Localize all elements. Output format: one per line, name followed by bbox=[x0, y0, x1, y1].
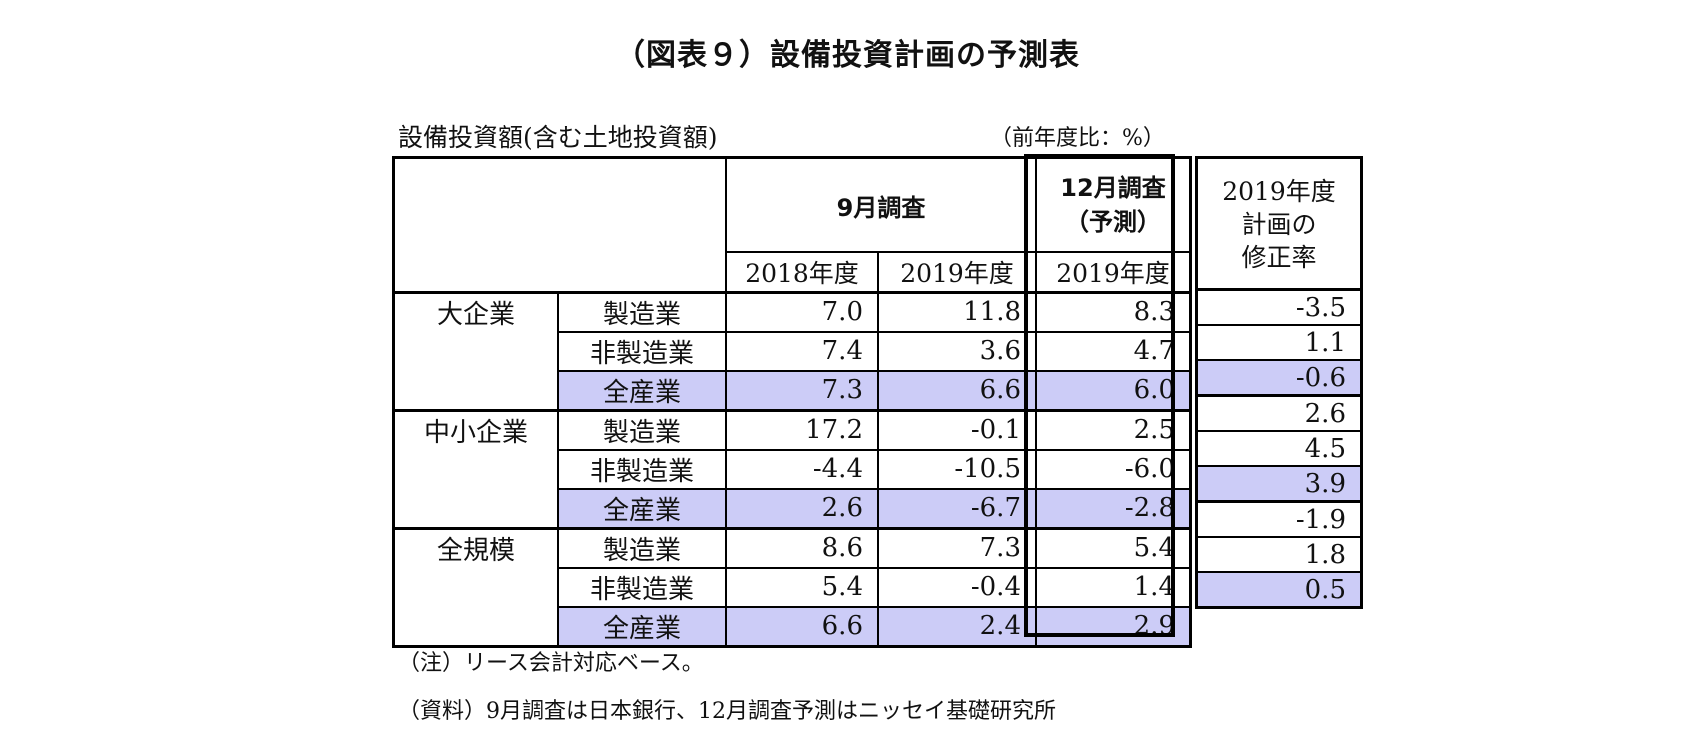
revision-row: 0.5 bbox=[1195, 571, 1363, 609]
header-dec-survey-line2: （予測） bbox=[1065, 208, 1161, 236]
fy2019-sep-cell: 11.8 bbox=[877, 291, 1037, 333]
figure-title: （図表９）設備投資計画の予測表 bbox=[615, 38, 1080, 73]
fy2018-sep-cell: 7.3 bbox=[725, 369, 879, 412]
revision-row: -3.5 bbox=[1195, 288, 1363, 326]
table-subtitle: 設備投資額(含む土地投資額) bbox=[398, 123, 718, 152]
industry-cell: 製造業 bbox=[557, 409, 727, 451]
fy2019-dec-cell: 1.4 bbox=[1035, 566, 1192, 608]
revision-cell: -0.6 bbox=[1195, 359, 1363, 397]
fy2018-sep-cell: 8.6 bbox=[725, 527, 879, 569]
fy2019-dec-cell: 4.7 bbox=[1035, 330, 1192, 372]
header-year-2018-sep: 2018年度 bbox=[725, 251, 879, 294]
fy2019-dec-cell: 6.0 bbox=[1035, 369, 1192, 412]
fy2019-sep-cell: 3.6 bbox=[877, 330, 1037, 372]
revision-cell: 2.6 bbox=[1195, 394, 1363, 432]
fy2019-sep-cell: -0.1 bbox=[877, 409, 1037, 451]
header-dec-survey: 12月調査 （予測） bbox=[1035, 156, 1192, 253]
revision-row: -0.6 bbox=[1195, 359, 1363, 397]
fy2019-sep-cell: 7.3 bbox=[877, 527, 1037, 569]
fy2019-dec-cell: 2.9 bbox=[1035, 605, 1192, 648]
forecast-table: 9月調査 12月調査 （予測） 2018年度 2019年度 2019年度 大企業… bbox=[392, 156, 1192, 648]
industry-cell: 非製造業 bbox=[557, 566, 727, 608]
industry-cell: 全産業 bbox=[557, 487, 727, 530]
table-row: 全産業 7.3 6.6 6.0 bbox=[394, 369, 1192, 412]
fy2018-sep-cell: 6.6 bbox=[725, 605, 879, 648]
revision-row: 2.6 bbox=[1195, 394, 1363, 432]
fy2018-sep-cell: -4.4 bbox=[725, 448, 879, 490]
revision-rate-table: 2019年度 計画の 修正率 -3.5 1.1 -0.6 2.6 4.5 3.9 -1.9 1… bbox=[1195, 156, 1363, 609]
revision-row: -1.9 bbox=[1195, 500, 1363, 538]
industry-cell: 全産業 bbox=[557, 369, 727, 412]
fy2018-sep-cell: 2.6 bbox=[725, 487, 879, 530]
table-row: 全規模 製造業 8.6 7.3 5.4 bbox=[392, 527, 1192, 648]
fy2019-dec-cell: 5.4 bbox=[1035, 527, 1192, 569]
table-row: 全産業 6.6 2.4 2.9 bbox=[394, 605, 1192, 648]
fy2019-sep-cell: 6.6 bbox=[877, 369, 1037, 412]
industry-cell: 全産業 bbox=[557, 605, 727, 648]
empty-corner-cell bbox=[392, 156, 727, 294]
header-sep-survey: 9月調査 bbox=[725, 156, 1037, 253]
header-revision-line3: 修正率 bbox=[1241, 243, 1317, 272]
fy2018-sep-cell: 7.0 bbox=[725, 291, 879, 333]
header-dec-survey-line1: 12月調査 bbox=[1060, 174, 1166, 202]
fy2019-dec-cell: -6.0 bbox=[1035, 448, 1192, 490]
fy2019-dec-cell: 2.5 bbox=[1035, 409, 1192, 451]
industry-cell: 製造業 bbox=[557, 291, 727, 333]
fy2019-sep-cell: -0.4 bbox=[877, 566, 1037, 608]
unit-label: （前年度比：%） bbox=[990, 126, 1165, 151]
fy2019-sep-cell: -6.7 bbox=[877, 487, 1037, 530]
revision-row: 1.8 bbox=[1195, 536, 1363, 573]
category-cell: 大企業 bbox=[392, 291, 559, 412]
category-cell: 中小企業 bbox=[392, 409, 559, 530]
industry-cell: 非製造業 bbox=[557, 330, 727, 372]
revision-cell: 0.5 bbox=[1195, 571, 1363, 609]
industry-cell: 製造業 bbox=[557, 527, 727, 569]
header-year-2019-dec: 2019年度 bbox=[1035, 251, 1192, 294]
fy2019-dec-cell: 8.3 bbox=[1035, 291, 1192, 333]
revision-row: 1.1 bbox=[1195, 324, 1363, 361]
fy2019-sep-cell: -10.5 bbox=[877, 448, 1037, 490]
header-year-2019-sep: 2019年度 bbox=[877, 251, 1037, 294]
revision-cell: 1.8 bbox=[1195, 536, 1363, 573]
fy2018-sep-cell: 7.4 bbox=[725, 330, 879, 372]
fy2019-dec-cell: -2.8 bbox=[1035, 487, 1192, 530]
table-row: 中小企業 製造業 17.2 -0.1 2.5 bbox=[392, 409, 1192, 530]
revision-cell: -3.5 bbox=[1195, 288, 1363, 326]
revision-row: 3.9 bbox=[1195, 465, 1363, 503]
footnote: （注）リース会計対応ベース。 bbox=[398, 651, 704, 676]
industry-cell: 非製造業 bbox=[557, 448, 727, 490]
table-row: 非製造業 -4.4 -10.5 -6.0 bbox=[394, 448, 1192, 490]
source-note: （資料）9月調査は日本銀行、12月調査予測はニッセイ基礎研究所 bbox=[398, 699, 1056, 724]
revision-cell: 4.5 bbox=[1195, 430, 1363, 467]
fy2018-sep-cell: 17.2 bbox=[725, 409, 879, 451]
table-row: 非製造業 5.4 -0.4 1.4 bbox=[394, 566, 1192, 608]
revision-cell: -1.9 bbox=[1195, 500, 1363, 538]
header-revision-line1: 2019年度 bbox=[1222, 177, 1336, 206]
revision-cell: 3.9 bbox=[1195, 465, 1363, 503]
revision-cell: 1.1 bbox=[1195, 324, 1363, 361]
revision-row: 4.5 bbox=[1195, 430, 1363, 467]
fy2018-sep-cell: 5.4 bbox=[725, 566, 879, 608]
table-row: 全産業 2.6 -6.7 -2.8 bbox=[394, 487, 1192, 530]
fy2019-sep-cell: 2.4 bbox=[877, 605, 1037, 648]
header-revision-rate: 2019年度 計画の 修正率 bbox=[1195, 156, 1363, 291]
category-cell: 全規模 bbox=[392, 527, 559, 648]
header-revision-line2: 計画の bbox=[1241, 210, 1317, 239]
table-row: 非製造業 7.4 3.6 4.7 bbox=[394, 330, 1192, 372]
table-row: 大企業 製造業 7.0 11.8 8.3 bbox=[392, 291, 1192, 412]
